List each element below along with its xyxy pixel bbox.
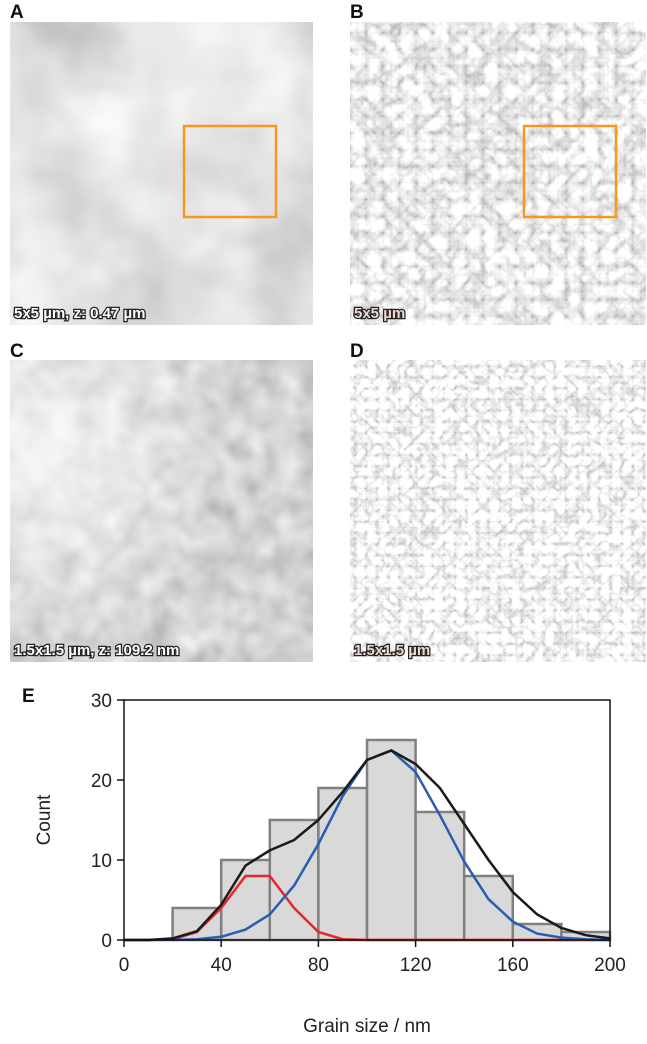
x-tick-label: 200 [594, 955, 626, 976]
panel-a: A 5x5 µm, z: 0.47 µm [10, 2, 313, 325]
figure: A 5x5 µm, z: 0.47 µm B 5x5 µm C 1.5x1.5 … [0, 0, 647, 1044]
image-caption: 5x5 µm [354, 305, 405, 322]
afm-image [350, 360, 646, 662]
panel-letter: A [10, 2, 24, 23]
x-axis-label: Grain size / nm [303, 1016, 431, 1037]
afm-image [350, 22, 646, 325]
x-tick-label: 40 [211, 955, 232, 976]
panel-letter: D [350, 341, 364, 362]
bar [416, 812, 465, 940]
image-highlight [10, 360, 313, 662]
y-axis-label: Count [34, 794, 55, 845]
bar [464, 876, 513, 940]
histogram: E Grain size / nm Count 0 40 80 120 160 200 0 1… [22, 686, 626, 1037]
x-tick-label: 160 [497, 955, 529, 976]
panel-c: C 1.5x1.5 µm, z: 109.2 nm [10, 341, 313, 662]
x-tick-label: 80 [308, 955, 329, 976]
panel-d: D 1.5x1.5 µm [350, 341, 646, 662]
image-caption: 1.5x1.5 µm [354, 642, 430, 659]
y-tick-label: 0 [101, 931, 112, 952]
panel-letter: C [10, 341, 24, 362]
image-highlight [10, 22, 313, 325]
panel-b: B 5x5 µm [350, 2, 646, 325]
panel-letter: E [22, 686, 35, 707]
x-tick-label: 120 [400, 955, 432, 976]
image-caption: 5x5 µm, z: 0.47 µm [14, 305, 146, 322]
panel-letter: B [350, 2, 364, 23]
bar [367, 740, 416, 940]
y-tick-label: 20 [91, 771, 112, 792]
bar [270, 820, 319, 940]
y-tick-label: 10 [91, 851, 112, 872]
y-tick-label: 30 [91, 691, 112, 712]
x-tick-label: 0 [119, 955, 130, 976]
image-caption: 1.5x1.5 µm, z: 109.2 nm [14, 642, 179, 659]
